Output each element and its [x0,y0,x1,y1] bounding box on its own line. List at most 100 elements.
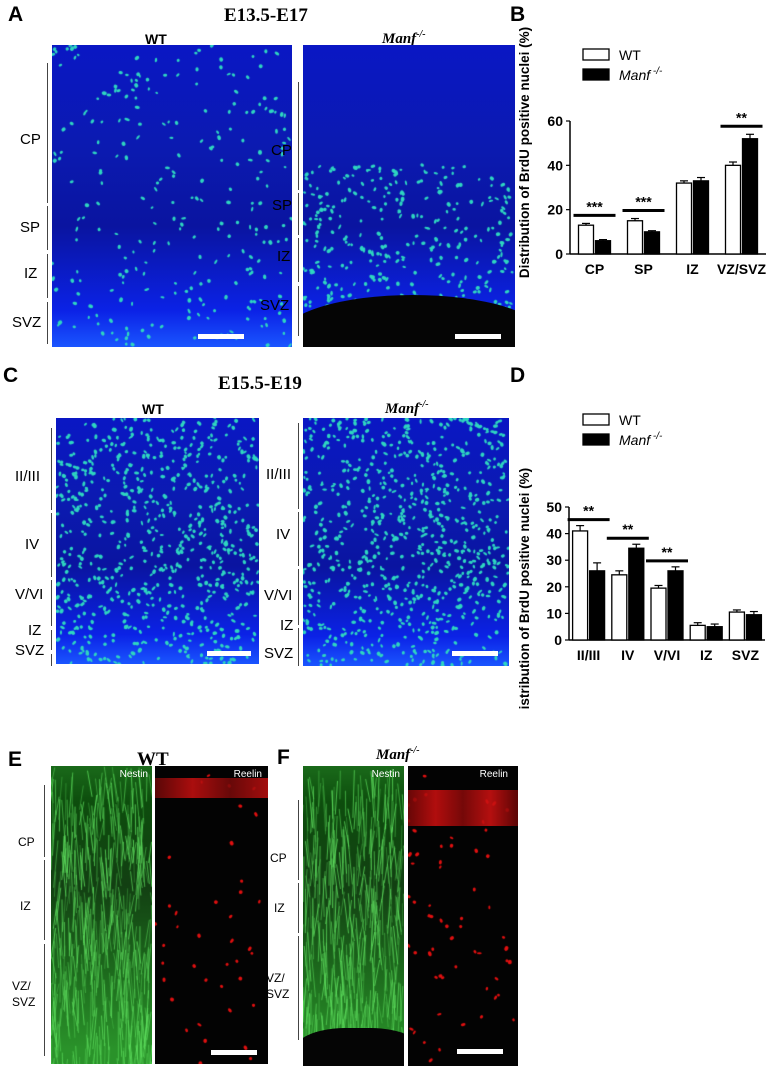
panel-f-layer-3: VZ/ SVZ [266,971,290,1001]
legend-label-0: WT [619,412,641,428]
bar-wt-2 [650,587,667,641]
legend-swatch-1 [582,68,610,81]
panel-c-ko-layer-5: SVZ [264,645,294,662]
panel-f-reelin-label: Reelin [479,769,508,780]
panel-a-title: E13.5-E17 [224,5,308,26]
panel-e-layer-1: CP [18,835,35,849]
panel-c-ko-layer-1: II/III [266,466,292,483]
panel-f-nestin-label: Nestin [371,769,400,780]
panel-c-ko-scale-bar [452,651,498,656]
panel-e-nestin-micrograph: Nestin [51,766,152,1064]
bar-manf-4 [745,614,763,641]
significance-label-3: ** [736,109,747,125]
bar-wt-2 [675,182,693,255]
panel-c-wt-layer-5: SVZ [15,642,45,659]
panel-label-c: C [3,364,19,387]
panel-f-layer-2: IZ [274,901,285,915]
y-tick-label-5: 50 [546,499,562,515]
panel-c-ko-layer-2: IV [276,526,291,543]
bar-manf-0 [594,240,612,255]
panel-b-chart: 0 20 40 60 Distribution of BrdU positive nuc… [517,27,766,278]
category-label-0: II/III [577,647,600,663]
legend-swatch-0 [582,413,610,426]
panel-a-left-genotype: WT [145,31,167,47]
legend-label-1: Manf -/- [619,431,663,448]
panel-a-wt-layer-3: IZ [24,265,38,282]
panel-c-ko-micrograph [303,418,509,666]
panel-f-reelin-micrograph: Reelin [408,766,518,1066]
bar-manf-0 [588,570,606,641]
panel-f-nestin-micrograph: Nestin [303,766,404,1066]
y-tick-label-3: 60 [547,113,563,129]
bar-wt-1 [611,574,628,641]
panel-a-ko-layer-3: IZ [277,248,291,265]
significance-label-1: *** [635,194,652,210]
panel-a-wt-layer-4: SVZ [12,314,42,331]
significance-label-2: ** [662,544,673,560]
panel-c-wt-layer-3: V/VI [15,586,44,603]
y-tick-label-2: 40 [547,157,563,173]
y-tick-label-0: 0 [554,632,562,648]
category-label-2: V/VI [654,647,680,663]
panel-c-title: E15.5-E19 [218,373,302,394]
panel-d-chart: 0 10 20 30 40 50 Distribution of BrdU positive… [517,412,765,710]
category-label-3: IZ [700,647,713,663]
bar-manf-3 [741,138,759,255]
panel-e-reelin-micrograph: Reelin [155,766,268,1064]
panel-a-ko-micrograph [303,45,515,347]
significance-label-0: ** [583,503,594,519]
panel-c-ko-layer-3: V/VI [264,587,293,604]
y-tick-label-0: 0 [555,246,563,262]
bar-wt-0 [577,224,595,255]
y-tick-label-4: 40 [546,526,562,542]
panel-label-b: B [510,3,526,26]
panel-a-right-genotype: Manf-/- [382,29,426,47]
bar-manf-2 [692,180,710,255]
bar-manf-1 [643,231,661,255]
legend-swatch-0 [582,48,610,61]
bar-manf-3 [706,626,723,641]
panel-label-a: A [8,3,24,26]
panel-c-ko-layer-4: IZ [280,617,294,634]
panel-e-layer-3: VZ/ SVZ [12,979,36,1009]
panel-label-f: F [277,746,290,769]
panel-c-wt-layer-4: IZ [28,622,42,639]
panel-e-nestin-label: Nestin [119,769,148,780]
category-label-0: CP [585,261,604,277]
significance-label-1: ** [622,521,633,537]
legend-label-0: WT [619,47,641,63]
panel-label-d: D [510,364,526,387]
panel-a-wt-layer-1: CP [20,131,41,148]
panel-a-ko-layer-4: SVZ [260,297,290,314]
panel-c-wt-scale-bar [207,651,251,656]
panel-a-wt-scale-bar [198,334,244,339]
y-axis-label: Distribution of BrdU positive nuclei (%) [517,27,532,278]
category-label-2: IZ [686,261,699,277]
bar-wt-0 [571,530,589,641]
bar-wt-3 [724,164,742,255]
panel-label-e: E [8,748,23,771]
panel-a-wt-layer-2: SP [20,219,41,236]
legend-label-1: Manf -/- [619,66,663,83]
panel-a-wt-micrograph [52,45,292,347]
panel-c-right-genotype: Manf-/- [385,399,429,417]
panel-c-wt-layer-1: II/III [15,468,41,485]
panel-a-ko-scale-bar [455,334,501,339]
panel-c-left-genotype: WT [142,401,164,417]
panel-e-layer-2: IZ [20,899,31,913]
bar-manf-1 [628,547,645,641]
legend-swatch-1 [582,433,610,446]
panel-e-scale-bar [211,1050,257,1055]
bar-wt-4 [728,611,746,641]
panel-a-ko-layer-2: SP [272,197,293,214]
panel-e-reelin-label: Reelin [233,769,262,780]
y-tick-label-1: 10 [546,605,562,621]
category-label-3: VZ/SVZ [717,261,766,277]
y-tick-label-2: 20 [546,579,562,595]
bar-manf-2 [667,570,684,641]
y-tick-label-1: 20 [547,202,563,218]
significance-label-0: *** [586,198,603,214]
panel-c-wt-layer-2: IV [25,536,40,553]
bar-wt-3 [689,624,706,641]
panel-f-genotype: Manf-/- [376,745,420,763]
